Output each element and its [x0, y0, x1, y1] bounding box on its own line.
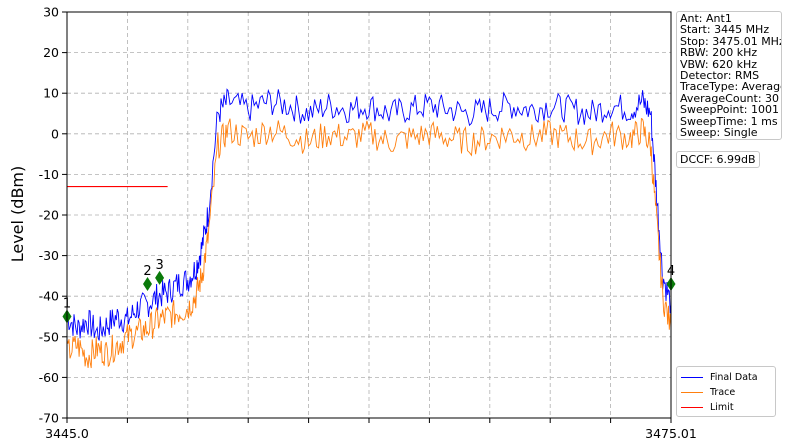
- info-line: Stop: 3475.01 MHz: [680, 34, 782, 48]
- info-line: SweepPoint: 1001: [680, 103, 780, 117]
- y-tick-label: 20: [43, 45, 59, 60]
- legend-label-trace: Trace: [710, 387, 736, 398]
- marker-diamond: [143, 277, 153, 292]
- legend-label-final-data: Final Data: [710, 372, 758, 383]
- y-tick-label: 30: [43, 5, 59, 20]
- info-line: Detector: RMS: [680, 69, 760, 83]
- info-line: Start: 3445 MHz: [680, 23, 770, 37]
- y-tick-label: 0: [51, 126, 59, 141]
- info-lines: Ant: Ant1 Start: 3445 MHz Stop: 3475.01 MH…: [680, 12, 782, 140]
- data-series: [66, 88, 672, 369]
- legend-swatch-final-data: [681, 377, 703, 378]
- dccf-box: DCCF: 6.99dB: [676, 151, 760, 168]
- info-line: TraceType: Average: [680, 80, 782, 94]
- y-tick-label: -40: [39, 289, 59, 304]
- x-tick-label-end: 3475.01: [645, 426, 697, 441]
- legend-item-limit: Limit: [681, 400, 771, 415]
- x-tick-label-start: 3445.0: [45, 426, 89, 441]
- y-tick-label: -10: [39, 167, 59, 182]
- y-tick-label: -30: [39, 248, 59, 263]
- y-tick-label: -50: [39, 329, 59, 344]
- info-line: RBW: 200 kHz: [680, 46, 758, 60]
- y-axis-label: Level (dBm): [8, 166, 27, 263]
- marker-label: 2: [143, 264, 151, 279]
- y-tick-label: -70: [39, 411, 59, 426]
- grid-lines: [67, 11, 671, 419]
- legend-swatch-trace: [681, 392, 703, 393]
- legend-item-final-data: Final Data: [681, 370, 771, 385]
- measurement-info-box: Ant: Ant1 Start: 3445 MHz Stop: 3475.01 MH…: [676, 11, 782, 141]
- legend-label-limit: Limit: [710, 402, 734, 413]
- legend: Final Data Trace Limit: [676, 366, 776, 417]
- info-line: SweepTime: 1 ms: [680, 114, 778, 128]
- y-tick-label: 10: [43, 86, 59, 101]
- dccf-value: DCCF: 6.99dB: [680, 153, 756, 166]
- series-line-final-data: [66, 88, 672, 341]
- y-tick-label: -20: [39, 208, 59, 223]
- y-tick-label: -60: [39, 370, 59, 385]
- legend-item-trace: Trace: [681, 385, 771, 400]
- axis-ticks: -70 -60 -50 -40 -30 -20 -10 0 10 20 30 3445.0 3475.0…: [39, 5, 697, 442]
- marker-diamond: [155, 270, 165, 285]
- info-line: Sweep: Single: [680, 126, 758, 140]
- legend-swatch-limit: [681, 407, 703, 408]
- marker-label: 3: [155, 258, 163, 273]
- info-line: AverageCount: 30: [680, 91, 780, 105]
- info-line: Ant: Ant1: [680, 12, 732, 25]
- series-line-trace: [66, 117, 672, 369]
- info-line: VBW: 620 kHz: [680, 57, 758, 71]
